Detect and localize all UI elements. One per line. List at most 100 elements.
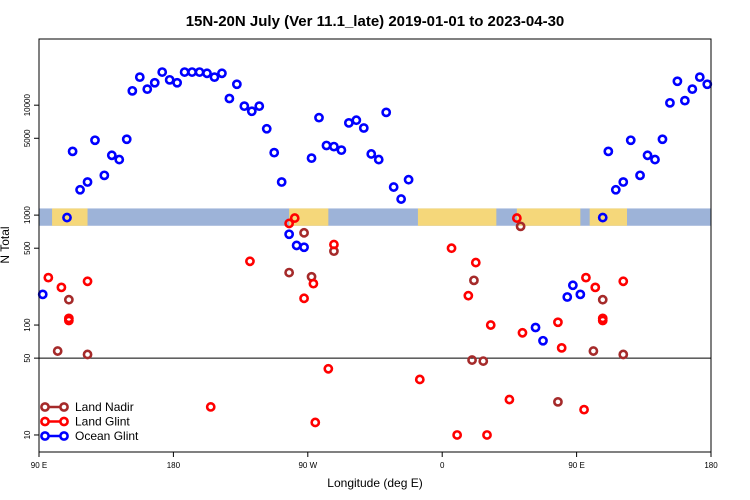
ocean-glint-point [642, 150, 653, 161]
ocean-glint-point [142, 84, 153, 95]
land-glint-point [414, 374, 425, 385]
ocean-glint-point [231, 79, 242, 90]
ocean-glint-point [194, 67, 205, 77]
land-glint-point [581, 272, 591, 283]
ocean-glint-point [121, 134, 132, 145]
ocean-glint-point [373, 154, 384, 165]
ocean-glint-point [224, 93, 235, 104]
land-nadir-point [588, 346, 599, 356]
ocean-glint-point [366, 149, 377, 159]
legend-marker-ocean-glint [59, 431, 69, 441]
y-axis: 10 50 100 500 1000 5000 10000 [23, 94, 39, 439]
ocean-glint-point [396, 194, 407, 204]
ocean-glint-point [269, 147, 280, 158]
legend-marker-land-glint [40, 416, 50, 427]
ocean-glint-point [179, 67, 190, 77]
legend-marker-land-nadir [40, 402, 50, 412]
ocean-glint-point [114, 154, 125, 165]
ocean-glint-point [351, 115, 362, 126]
ocean-glint-point [343, 117, 354, 128]
ocean-glint-point [62, 212, 72, 223]
land-glint-point [517, 327, 528, 338]
land-mask-segment [516, 208, 581, 226]
land-mask-band [39, 208, 711, 226]
land-glint-point [323, 363, 334, 374]
ocean-glint-point [157, 67, 168, 77]
land-nadir-point [618, 349, 629, 360]
land-nadir-point [597, 294, 608, 305]
ocean-glint-point [679, 95, 690, 106]
x-tick-label: 180 [167, 461, 181, 470]
ocean-glint-point [217, 68, 227, 79]
ocean-glint-point [314, 112, 324, 123]
ocean-glint-point [261, 123, 272, 134]
x-tick-label: 90 W [298, 461, 317, 470]
ocean-glint-point [618, 177, 629, 187]
land-glint-point [470, 257, 481, 268]
land-mask-segment [589, 208, 627, 226]
land-glint-point [245, 256, 255, 267]
x-tick-label: 90 E [568, 461, 584, 470]
ocean-glint-point [381, 107, 392, 118]
ocean-glint-point [625, 135, 636, 146]
ocean-glint-point [575, 289, 586, 300]
land-nadir-point [284, 267, 295, 278]
legend-marker-land-glint [59, 416, 69, 427]
ocean-glint-point [358, 123, 369, 133]
ocean-glint-point [702, 79, 713, 90]
ocean-glint-point [187, 67, 197, 77]
ocean-glint-point [657, 134, 668, 145]
ocean-glint-point [329, 141, 339, 152]
ocean-glint-point [246, 106, 257, 117]
ocean-glint-point [635, 170, 645, 181]
ocean-glint-point [538, 335, 548, 346]
ocean-glint-point [90, 135, 100, 146]
ocean-glint-point [127, 85, 138, 96]
ocean-glint-point [106, 150, 117, 161]
ocean-glint-point [687, 84, 698, 95]
ocean-glint-point [75, 184, 85, 195]
land-glint-point [590, 282, 601, 293]
ocean-glint-point [291, 240, 302, 251]
chart-title: 15N-20N July (Ver 11.1_late) 2019-01-01 … [186, 13, 565, 30]
land-glint-point [56, 282, 67, 293]
x-tick-label: 90 E [31, 461, 47, 470]
land-glint-point [329, 239, 339, 250]
ocean-glint-point [37, 289, 48, 300]
ocean-glint-point [650, 154, 660, 165]
ocean-glint-point [321, 140, 332, 151]
y-tick-label: 500 [23, 241, 32, 255]
y-tick-label: 10 [23, 430, 32, 439]
land-glint-point [63, 315, 74, 326]
ocean-glint-point [530, 322, 541, 333]
ocean-glint-point [276, 177, 287, 187]
land-glint-point [482, 430, 492, 440]
ocean-glint-point [164, 74, 175, 85]
land-nadir-point [478, 356, 489, 366]
legend-label-land-glint: Land Glint [75, 415, 130, 429]
ocean-glint-point [672, 76, 683, 87]
ocean-glint-point [694, 72, 705, 83]
land-nadir-point [52, 346, 63, 356]
land-glint-point [452, 430, 463, 440]
y-tick-label: 5000 [23, 129, 32, 147]
ocean-glint-point [306, 153, 317, 164]
land-glint-point [618, 276, 629, 287]
ocean-glint-point [67, 146, 78, 157]
legend-label-land-nadir: Land Nadir [75, 400, 134, 414]
ocean-glint-point [665, 97, 675, 108]
ocean-glint-point [239, 101, 250, 112]
land-mask-segment [417, 208, 497, 226]
land-glint-point [299, 293, 309, 304]
ocean-glint-point [388, 182, 399, 192]
ocean-glint-point [202, 68, 212, 79]
plot-area [38, 38, 712, 453]
y-tick-label: 100 [23, 318, 32, 332]
land-nadir-point [82, 349, 93, 360]
ocean-glint-point [567, 280, 578, 291]
x-axis: 90 E 180 90 W 0 90 E 180 [31, 452, 718, 470]
land-glint-point [289, 213, 300, 223]
y-tick-label: 50 [23, 353, 32, 362]
